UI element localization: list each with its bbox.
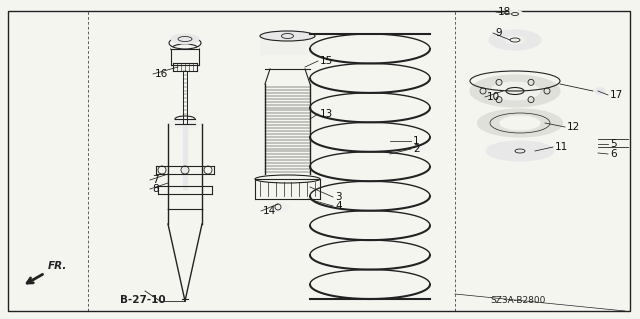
Ellipse shape xyxy=(507,11,523,18)
Ellipse shape xyxy=(490,82,540,100)
Text: 8: 8 xyxy=(152,184,159,194)
Text: 4: 4 xyxy=(335,201,342,211)
Text: 13: 13 xyxy=(320,109,333,119)
Text: 9: 9 xyxy=(495,28,502,38)
Bar xyxy=(173,63,197,71)
Ellipse shape xyxy=(489,30,541,50)
Text: 15: 15 xyxy=(320,56,333,66)
Ellipse shape xyxy=(477,109,563,137)
Ellipse shape xyxy=(171,34,199,44)
Text: 3: 3 xyxy=(335,192,342,202)
Text: 7: 7 xyxy=(152,175,159,185)
Text: 12: 12 xyxy=(567,122,580,132)
Bar xyxy=(260,36,315,54)
Text: B-27-10: B-27-10 xyxy=(120,295,166,305)
Ellipse shape xyxy=(267,203,289,211)
Text: 2: 2 xyxy=(413,144,420,154)
Text: 18: 18 xyxy=(498,7,511,17)
Text: FR.: FR. xyxy=(48,261,67,271)
Ellipse shape xyxy=(168,120,202,128)
Ellipse shape xyxy=(470,75,560,107)
Text: 10: 10 xyxy=(487,92,500,102)
Text: SZ3A-B2800: SZ3A-B2800 xyxy=(490,296,545,305)
Ellipse shape xyxy=(595,87,605,94)
Text: 14: 14 xyxy=(263,206,276,216)
Text: 16: 16 xyxy=(155,69,168,79)
Ellipse shape xyxy=(486,141,554,161)
Ellipse shape xyxy=(500,116,540,130)
Text: 5: 5 xyxy=(610,139,616,149)
Text: 6: 6 xyxy=(610,149,616,159)
Ellipse shape xyxy=(505,36,525,44)
Bar xyxy=(171,47,199,65)
Text: 1: 1 xyxy=(413,136,420,146)
Text: 11: 11 xyxy=(555,142,568,152)
Ellipse shape xyxy=(260,31,315,41)
Text: 17: 17 xyxy=(610,90,623,100)
